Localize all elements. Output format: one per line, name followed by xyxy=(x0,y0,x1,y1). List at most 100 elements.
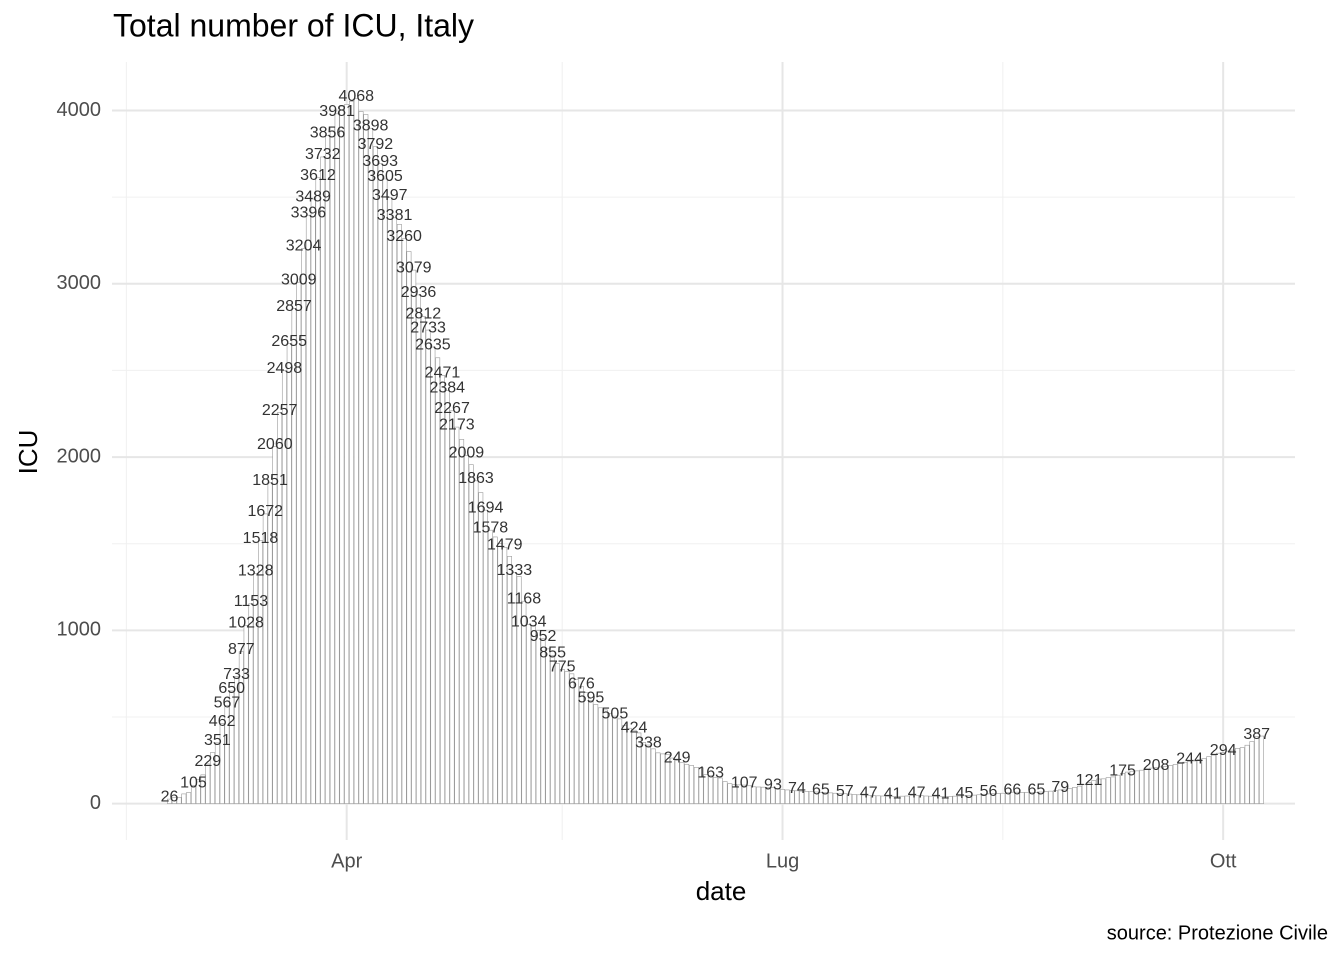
data-label: 877 xyxy=(228,641,255,658)
bar xyxy=(612,715,618,804)
bar xyxy=(368,127,374,804)
bar xyxy=(258,540,263,804)
bar xyxy=(923,795,929,804)
bar xyxy=(1120,772,1126,804)
bar xyxy=(1187,761,1193,804)
data-label: 105 xyxy=(180,775,207,792)
bar xyxy=(904,795,910,804)
bar xyxy=(679,762,685,804)
data-label: 2060 xyxy=(257,436,293,453)
bar xyxy=(899,795,905,804)
bar xyxy=(195,779,201,804)
bar xyxy=(1019,792,1025,804)
bar xyxy=(1230,749,1236,804)
bar xyxy=(856,794,862,804)
y-axis-label: ICU xyxy=(13,430,43,475)
bar xyxy=(669,757,675,804)
bar xyxy=(238,651,244,804)
bar xyxy=(329,126,335,804)
bar xyxy=(1201,758,1207,804)
bar xyxy=(732,784,738,804)
bar xyxy=(780,789,785,804)
bar xyxy=(521,600,527,804)
y-tick-label: 4000 xyxy=(57,99,102,121)
bar xyxy=(804,791,809,804)
bar xyxy=(243,625,249,804)
bar xyxy=(569,673,575,804)
data-label: 3792 xyxy=(358,136,394,153)
bar xyxy=(962,795,967,804)
data-label: 249 xyxy=(664,750,691,767)
bar xyxy=(760,786,766,804)
bar xyxy=(320,156,326,804)
data-label: 121 xyxy=(1076,772,1103,789)
bar xyxy=(334,113,340,804)
data-label: 424 xyxy=(621,719,648,736)
data-label: 2857 xyxy=(276,298,312,315)
bar xyxy=(1172,764,1178,804)
bar xyxy=(1144,768,1149,804)
bar xyxy=(387,197,393,804)
x-tick-label: Lug xyxy=(766,850,799,872)
bar xyxy=(1191,760,1197,804)
bar xyxy=(210,752,216,804)
bar xyxy=(971,794,977,804)
data-label: 3981 xyxy=(319,103,355,120)
bar xyxy=(454,426,460,804)
data-label: 1863 xyxy=(458,470,494,487)
bar xyxy=(181,793,187,804)
data-label: 855 xyxy=(539,645,566,662)
bar xyxy=(1259,735,1264,804)
bar xyxy=(1153,767,1159,804)
bar xyxy=(473,480,479,804)
bar xyxy=(339,106,345,804)
bar xyxy=(554,663,560,804)
data-label: 2812 xyxy=(406,306,442,323)
bar xyxy=(684,763,690,804)
bar xyxy=(966,795,972,804)
bar xyxy=(981,793,987,804)
bar xyxy=(751,786,757,804)
bar xyxy=(914,795,920,804)
bar xyxy=(660,753,666,804)
bar xyxy=(578,686,584,804)
bar xyxy=(617,718,623,804)
bar xyxy=(550,655,556,804)
data-label: 650 xyxy=(218,680,245,697)
bar xyxy=(851,794,857,804)
bar xyxy=(425,329,431,804)
bar xyxy=(808,791,814,804)
bar xyxy=(866,795,872,804)
bar xyxy=(272,446,278,804)
bar xyxy=(818,792,824,804)
bar xyxy=(1000,792,1006,804)
bar xyxy=(1014,791,1020,804)
data-label: 2009 xyxy=(449,445,485,462)
bar xyxy=(492,536,498,804)
bar xyxy=(1038,791,1044,804)
data-label: 2733 xyxy=(410,319,446,336)
bar xyxy=(167,798,172,804)
data-label: 1578 xyxy=(473,519,509,536)
bar xyxy=(765,787,771,804)
bar xyxy=(645,744,651,804)
bar xyxy=(799,790,805,804)
bar xyxy=(990,793,996,804)
bar xyxy=(502,547,508,804)
bar xyxy=(406,251,412,804)
data-label: 1153 xyxy=(234,593,269,610)
bar xyxy=(372,146,378,804)
bar xyxy=(277,412,283,804)
bar xyxy=(440,375,445,804)
bar xyxy=(444,390,450,804)
bar xyxy=(1072,787,1078,804)
bar xyxy=(449,410,455,804)
bar xyxy=(305,214,311,804)
bar xyxy=(756,786,762,804)
data-label: 1333 xyxy=(497,562,533,579)
data-label: 3381 xyxy=(377,207,413,224)
data-label: 1694 xyxy=(468,499,504,516)
bar xyxy=(1220,752,1226,804)
bar xyxy=(995,793,1001,804)
bar xyxy=(253,573,259,804)
